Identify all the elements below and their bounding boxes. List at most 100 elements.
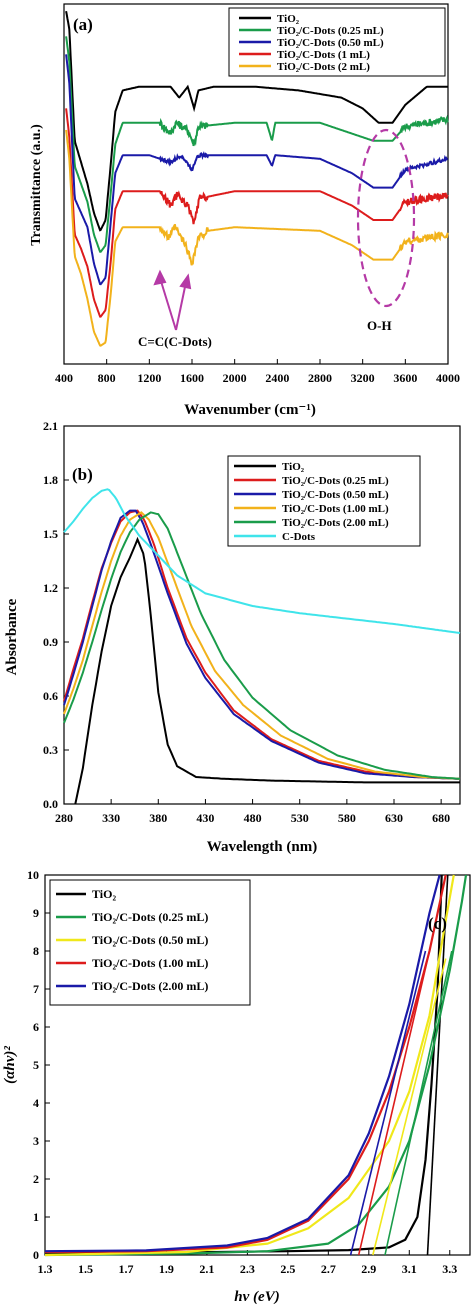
c-x-tick-label: 1.3 <box>38 1262 53 1276</box>
panel-b-frame <box>63 425 461 805</box>
c-y-tick-label: 10 <box>27 868 39 882</box>
a-legend-label: TiO₂/C-Dots (0.50 mL) <box>277 37 384 49</box>
c-x-tick-label: 3.3 <box>442 1262 457 1276</box>
panel-a-label: (a) <box>73 15 93 34</box>
b-legend-label: TiO₂/C-Dots (0.25 mL) <box>282 475 389 487</box>
b-y-tick-label: 1.2 <box>43 581 58 595</box>
b-series-line <box>63 509 461 780</box>
c-y-tick-label: 7 <box>33 982 39 996</box>
b-y-tick-label: 2.1 <box>43 419 58 433</box>
panel-c-xlabel: hν (eV) <box>234 1289 279 1305</box>
b-y-tick-label: 0.9 <box>43 635 58 649</box>
panel-a: 400 800 1200 1600 2000 2400 2800 3200 3600 4000 (… <box>29 3 460 418</box>
panel-a-xlabel: Wavenumber (cm⁻¹) <box>184 402 316 418</box>
c-y-tick-label: 4 <box>33 1096 39 1110</box>
panel-a-ylabel: Transmittance (a.u.) <box>29 124 44 246</box>
panel-c-series-lines <box>44 874 468 1257</box>
c-x-tick-label: 1.5 <box>78 1262 93 1276</box>
b-series-line <box>63 509 461 780</box>
a-x-tick-label: 2000 <box>223 371 247 385</box>
c-x-tick-label: 1.9 <box>159 1262 174 1276</box>
annotation-oh: O-H <box>367 318 392 333</box>
c-y-tick-label: 5 <box>33 1058 39 1072</box>
b-x-tick-label: 330 <box>102 811 120 825</box>
a-x-tick-label: 4000 <box>436 371 460 385</box>
panel-c: 1.3 1.5 1.7 1.9 2.1 2.3 2.5 2.7 2.9 3.1 3.3 0 1 2 3 4 5 6… <box>2 868 471 1305</box>
b-y-tick-label: 1.5 <box>43 527 58 541</box>
c-y-tick-label: 3 <box>33 1134 39 1148</box>
arrow-1-head <box>153 269 167 286</box>
b-legend-label: TiO₂ <box>282 461 305 473</box>
c-x-tick-label: 2.3 <box>240 1262 255 1276</box>
c-tangent-line <box>357 950 431 1256</box>
a-legend-label: TiO₂/C-Dots (1 mL) <box>277 49 370 61</box>
b-x-tick-label: 280 <box>55 811 73 825</box>
panel-b-ticks: 280 330 380 430 480 530 580 630 680 0.0 0.3 0.6 0.9 1… <box>43 419 450 825</box>
b-x-tick-label: 480 <box>244 811 262 825</box>
c-legend-label: TiO₂/C-Dots (0.25 mL) <box>92 910 208 924</box>
a-x-tick-label: 2800 <box>308 371 332 385</box>
a-legend-label: TiO₂ <box>277 13 300 25</box>
b-y-tick-label: 0.6 <box>43 689 58 703</box>
arrow-2-head <box>179 273 192 290</box>
c-x-tick-label: 2.7 <box>321 1262 336 1276</box>
c-tangent-line <box>426 874 449 1256</box>
b-x-tick-label: 680 <box>432 811 450 825</box>
panel-c-ylabel: (αhν)² <box>2 1046 18 1084</box>
panel-b-label: (b) <box>72 465 93 484</box>
b-series-line <box>63 511 461 780</box>
c-series-line <box>44 874 447 1254</box>
c-y-tick-label: 6 <box>33 1020 39 1034</box>
b-legend-label: C-Dots <box>282 531 316 543</box>
panel-a-frame <box>63 3 449 365</box>
b-series-line <box>63 511 461 780</box>
b-series-line <box>74 536 460 805</box>
c-x-tick-label: 2.9 <box>361 1262 376 1276</box>
panel-c-legend: TiO₂ TiO₂/C-Dots (0.25 mL) TiO₂/C-Dots (0.… <box>49 879 251 1006</box>
a-series-line <box>65 54 449 286</box>
c-legend-box <box>49 879 251 1006</box>
b-legend-label: TiO₂/C-Dots (2.00 mL) <box>282 517 389 529</box>
a-x-tick-label: 1600 <box>180 371 204 385</box>
a-series-line <box>65 108 449 318</box>
b-x-tick-label: 530 <box>291 811 309 825</box>
arrow-1 <box>159 277 177 331</box>
a-x-tick-label: 400 <box>55 371 73 385</box>
panel-c-label: (c) <box>428 914 447 933</box>
a-legend-label: TiO₂/C-Dots (0.25 mL) <box>277 25 384 37</box>
panel-b-xlabel: Wavelength (nm) <box>207 839 317 855</box>
b-x-tick-label: 630 <box>385 811 403 825</box>
panel-b-legend: TiO₂ TiO₂/C-Dots (0.25 mL) TiO₂/C-Dots (0.… <box>227 455 421 547</box>
a-x-tick-label: 3600 <box>393 371 417 385</box>
b-series-line <box>63 488 461 634</box>
o-h-ellipse <box>356 128 416 308</box>
b-x-tick-label: 380 <box>149 811 167 825</box>
c-y-tick-label: 9 <box>33 906 39 920</box>
b-y-tick-label: 0.0 <box>43 797 58 811</box>
c-legend-label: TiO₂ <box>92 887 116 901</box>
c-legend-label: TiO₂/C-Dots (0.50 mL) <box>92 933 208 947</box>
c-tangent-line <box>384 950 453 1256</box>
c-y-tick-label: 0 <box>33 1248 39 1262</box>
c-legend-label: TiO₂/C-Dots (2.00 mL) <box>92 979 208 993</box>
a-x-tick-label: 3200 <box>351 371 375 385</box>
a-x-tick-label: 2400 <box>265 371 289 385</box>
c-legend-label: TiO₂/C-Dots (1.00 mL) <box>92 956 208 970</box>
a-series-line <box>65 129 449 347</box>
arrow-2 <box>175 281 187 331</box>
c-series-line <box>44 874 441 1253</box>
c-y-tick-label: 8 <box>33 944 39 958</box>
panel-a-x-ticks: 400 800 1200 1600 2000 2400 2800 3200 3600 4000 <box>55 359 460 385</box>
annotation-cc: C=C(C-Dots) <box>138 334 212 349</box>
c-tangent-line <box>372 958 447 1256</box>
c-tangent-line <box>349 950 427 1256</box>
a-legend-label: TiO₂/C-Dots (2 mL) <box>277 61 370 73</box>
a-series-line <box>65 11 448 232</box>
panel-b-ylabel: Absorbance <box>4 598 20 675</box>
b-y-tick-label: 1.8 <box>43 473 58 487</box>
a-series-line <box>65 36 449 253</box>
panel-a-series-lines <box>65 11 449 347</box>
a-x-tick-label: 800 <box>98 371 116 385</box>
